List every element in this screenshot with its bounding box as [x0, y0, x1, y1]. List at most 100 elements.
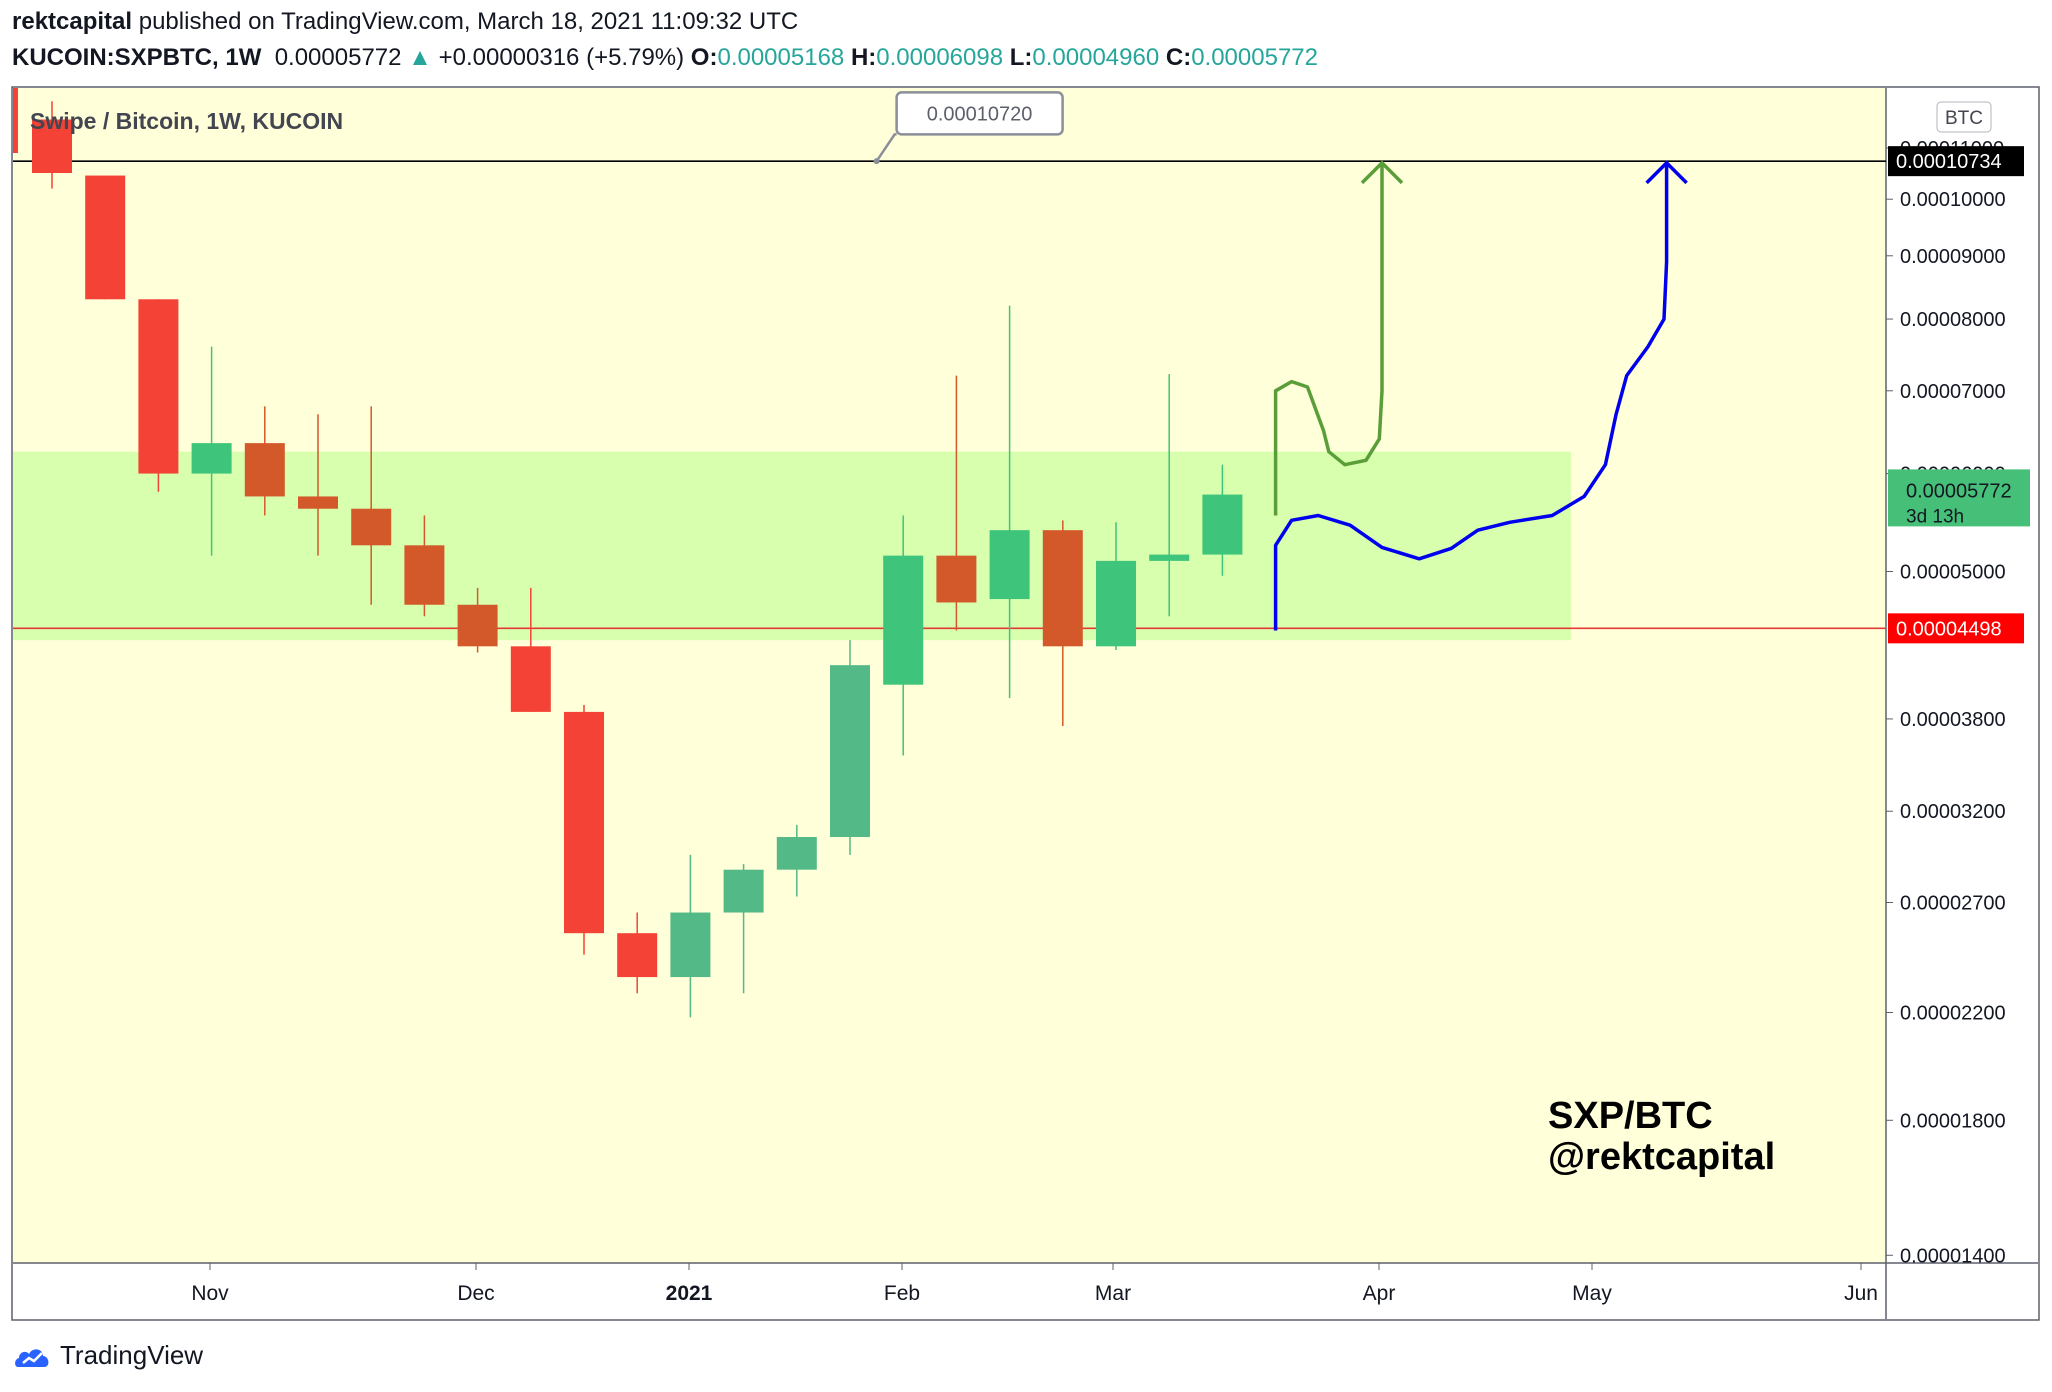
candle-body[interactable] — [723, 869, 764, 913]
plot-area[interactable] — [13, 88, 1886, 1263]
symbol-label: KUCOIN:SXPBTC, 1W — [12, 44, 262, 71]
candle-body[interactable] — [191, 443, 232, 474]
price-axis[interactable] — [1886, 88, 2038, 1263]
publish-info: rektcapital published on TradingView.com… — [12, 8, 798, 36]
candle[interactable] — [32, 101, 72, 189]
candle-body[interactable] — [1202, 494, 1243, 555]
open-label: O: — [690, 44, 718, 71]
candle-body[interactable] — [564, 711, 604, 934]
callout-value: 0.00010720 — [927, 103, 1033, 125]
resistance-price-label[interactable] — [1888, 146, 2024, 177]
x-tick-label: Jun — [1844, 1282, 1878, 1305]
candle[interactable] — [191, 346, 232, 556]
candle[interactable] — [883, 515, 924, 756]
candle-body[interactable] — [298, 496, 338, 509]
candle[interactable] — [1096, 522, 1136, 651]
candle[interactable] — [457, 587, 498, 653]
y-tick-label: 0.00005000 — [1900, 562, 2006, 584]
candle[interactable] — [404, 515, 445, 617]
low-value: 0.00004960 — [1032, 44, 1160, 71]
currency-badge-label: BTC — [1945, 108, 1983, 129]
open-value: 0.00005168 — [717, 44, 845, 71]
candle[interactable] — [1042, 520, 1083, 727]
author-name[interactable]: rektcapital — [12, 8, 133, 35]
chart-frame — [11, 86, 2040, 1321]
candle[interactable] — [1149, 374, 1190, 617]
x-tick-label: 2021 — [666, 1282, 713, 1305]
candle-body[interactable] — [32, 119, 72, 173]
candle-body[interactable] — [351, 508, 392, 546]
y-tick-label: 0.00002700 — [1900, 892, 2006, 914]
candle[interactable] — [776, 824, 817, 897]
y-tick-label: 0.00007000 — [1900, 381, 2006, 403]
footer-brand[interactable]: TradingView — [14, 1340, 203, 1371]
footer-brand-label: TradingView — [60, 1340, 204, 1370]
candle-body[interactable] — [989, 530, 1030, 600]
x-tick-label: Dec — [457, 1282, 494, 1305]
last-price: 0.00005772 — [274, 44, 402, 71]
y-tick-label: 0.00008000 — [1900, 309, 2006, 331]
candle-body[interactable] — [1042, 530, 1083, 647]
up-triangle-icon: ▲ — [408, 44, 432, 71]
candle[interactable] — [670, 854, 711, 1018]
x-tick-label: Nov — [191, 1282, 229, 1305]
candle[interactable] — [298, 414, 338, 556]
price-change: +0.00000316 (+5.79%) — [438, 44, 685, 71]
currency-badge[interactable] — [1936, 101, 1992, 133]
support-price-text: 0.00004498 — [1896, 618, 2002, 640]
close-label: C: — [1165, 44, 1192, 71]
candle[interactable] — [617, 912, 658, 994]
time-axis[interactable] — [13, 1263, 1886, 1319]
blue-arrow-head — [1645, 160, 1688, 185]
callout-anchor[interactable] — [873, 158, 880, 165]
candle[interactable] — [936, 375, 977, 631]
candle[interactable] — [989, 305, 1030, 699]
callout-pointer — [875, 133, 897, 162]
close-value: 0.00005772 — [1191, 44, 1318, 71]
y-tick-label: 0.00003800 — [1900, 709, 2006, 731]
y-tick-label: 0.00001800 — [1900, 1110, 2006, 1132]
candle[interactable] — [138, 299, 179, 492]
y-tick-label: 0.00001400 — [1900, 1245, 2006, 1267]
candle[interactable] — [1202, 464, 1243, 576]
y-tick-label: 0.00010000 — [1900, 189, 2006, 211]
edge-marker — [13, 88, 18, 153]
candle-body[interactable] — [138, 299, 179, 474]
scenario-blue-path[interactable] — [1273, 162, 1669, 631]
candle-body[interactable] — [85, 175, 126, 300]
candle-body[interactable] — [457, 604, 498, 647]
candle-body[interactable] — [617, 933, 658, 978]
candle-body[interactable] — [510, 646, 551, 712]
candle-body[interactable] — [830, 665, 870, 838]
high-label: H: — [850, 44, 877, 71]
countdown-text: 3d 13h — [1906, 506, 1964, 527]
candle[interactable] — [564, 704, 604, 955]
candle-body[interactable] — [244, 443, 285, 497]
candle[interactable] — [85, 175, 126, 300]
candle[interactable] — [351, 406, 392, 605]
last-price-text: 0.00005772 — [1906, 480, 2012, 502]
scenario-green-path[interactable] — [1273, 162, 1384, 516]
candle[interactable] — [723, 864, 764, 994]
candle[interactable] — [510, 587, 551, 712]
published-text: published on TradingView.com, March 18, … — [138, 8, 799, 35]
price-chart[interactable]: 0.000110000.000100000.000090000.00008000… — [0, 0, 2052, 1330]
candle-body[interactable] — [404, 545, 445, 605]
x-tick-label: Mar — [1095, 1282, 1131, 1305]
candle[interactable] — [830, 640, 870, 855]
candle-body[interactable] — [776, 837, 817, 870]
last-price-label[interactable] — [1888, 469, 2030, 527]
candle[interactable] — [244, 406, 285, 516]
green-arrow-head — [1360, 160, 1404, 185]
ohlc-legend: KUCOIN:SXPBTC, 1W 0.00005772 ▲ +0.000003… — [12, 44, 1318, 72]
low-label: L: — [1009, 44, 1033, 71]
candle-body[interactable] — [883, 555, 924, 685]
candle-body[interactable] — [670, 912, 711, 978]
candle-body[interactable] — [936, 555, 977, 603]
callout-box[interactable] — [895, 91, 1064, 136]
candle-body[interactable] — [1149, 554, 1190, 561]
x-tick-label: Feb — [884, 1282, 920, 1305]
candle-body[interactable] — [1096, 560, 1136, 647]
y-tick-label: 0.00002200 — [1900, 1002, 2006, 1024]
support-price-label[interactable] — [1888, 613, 2024, 644]
